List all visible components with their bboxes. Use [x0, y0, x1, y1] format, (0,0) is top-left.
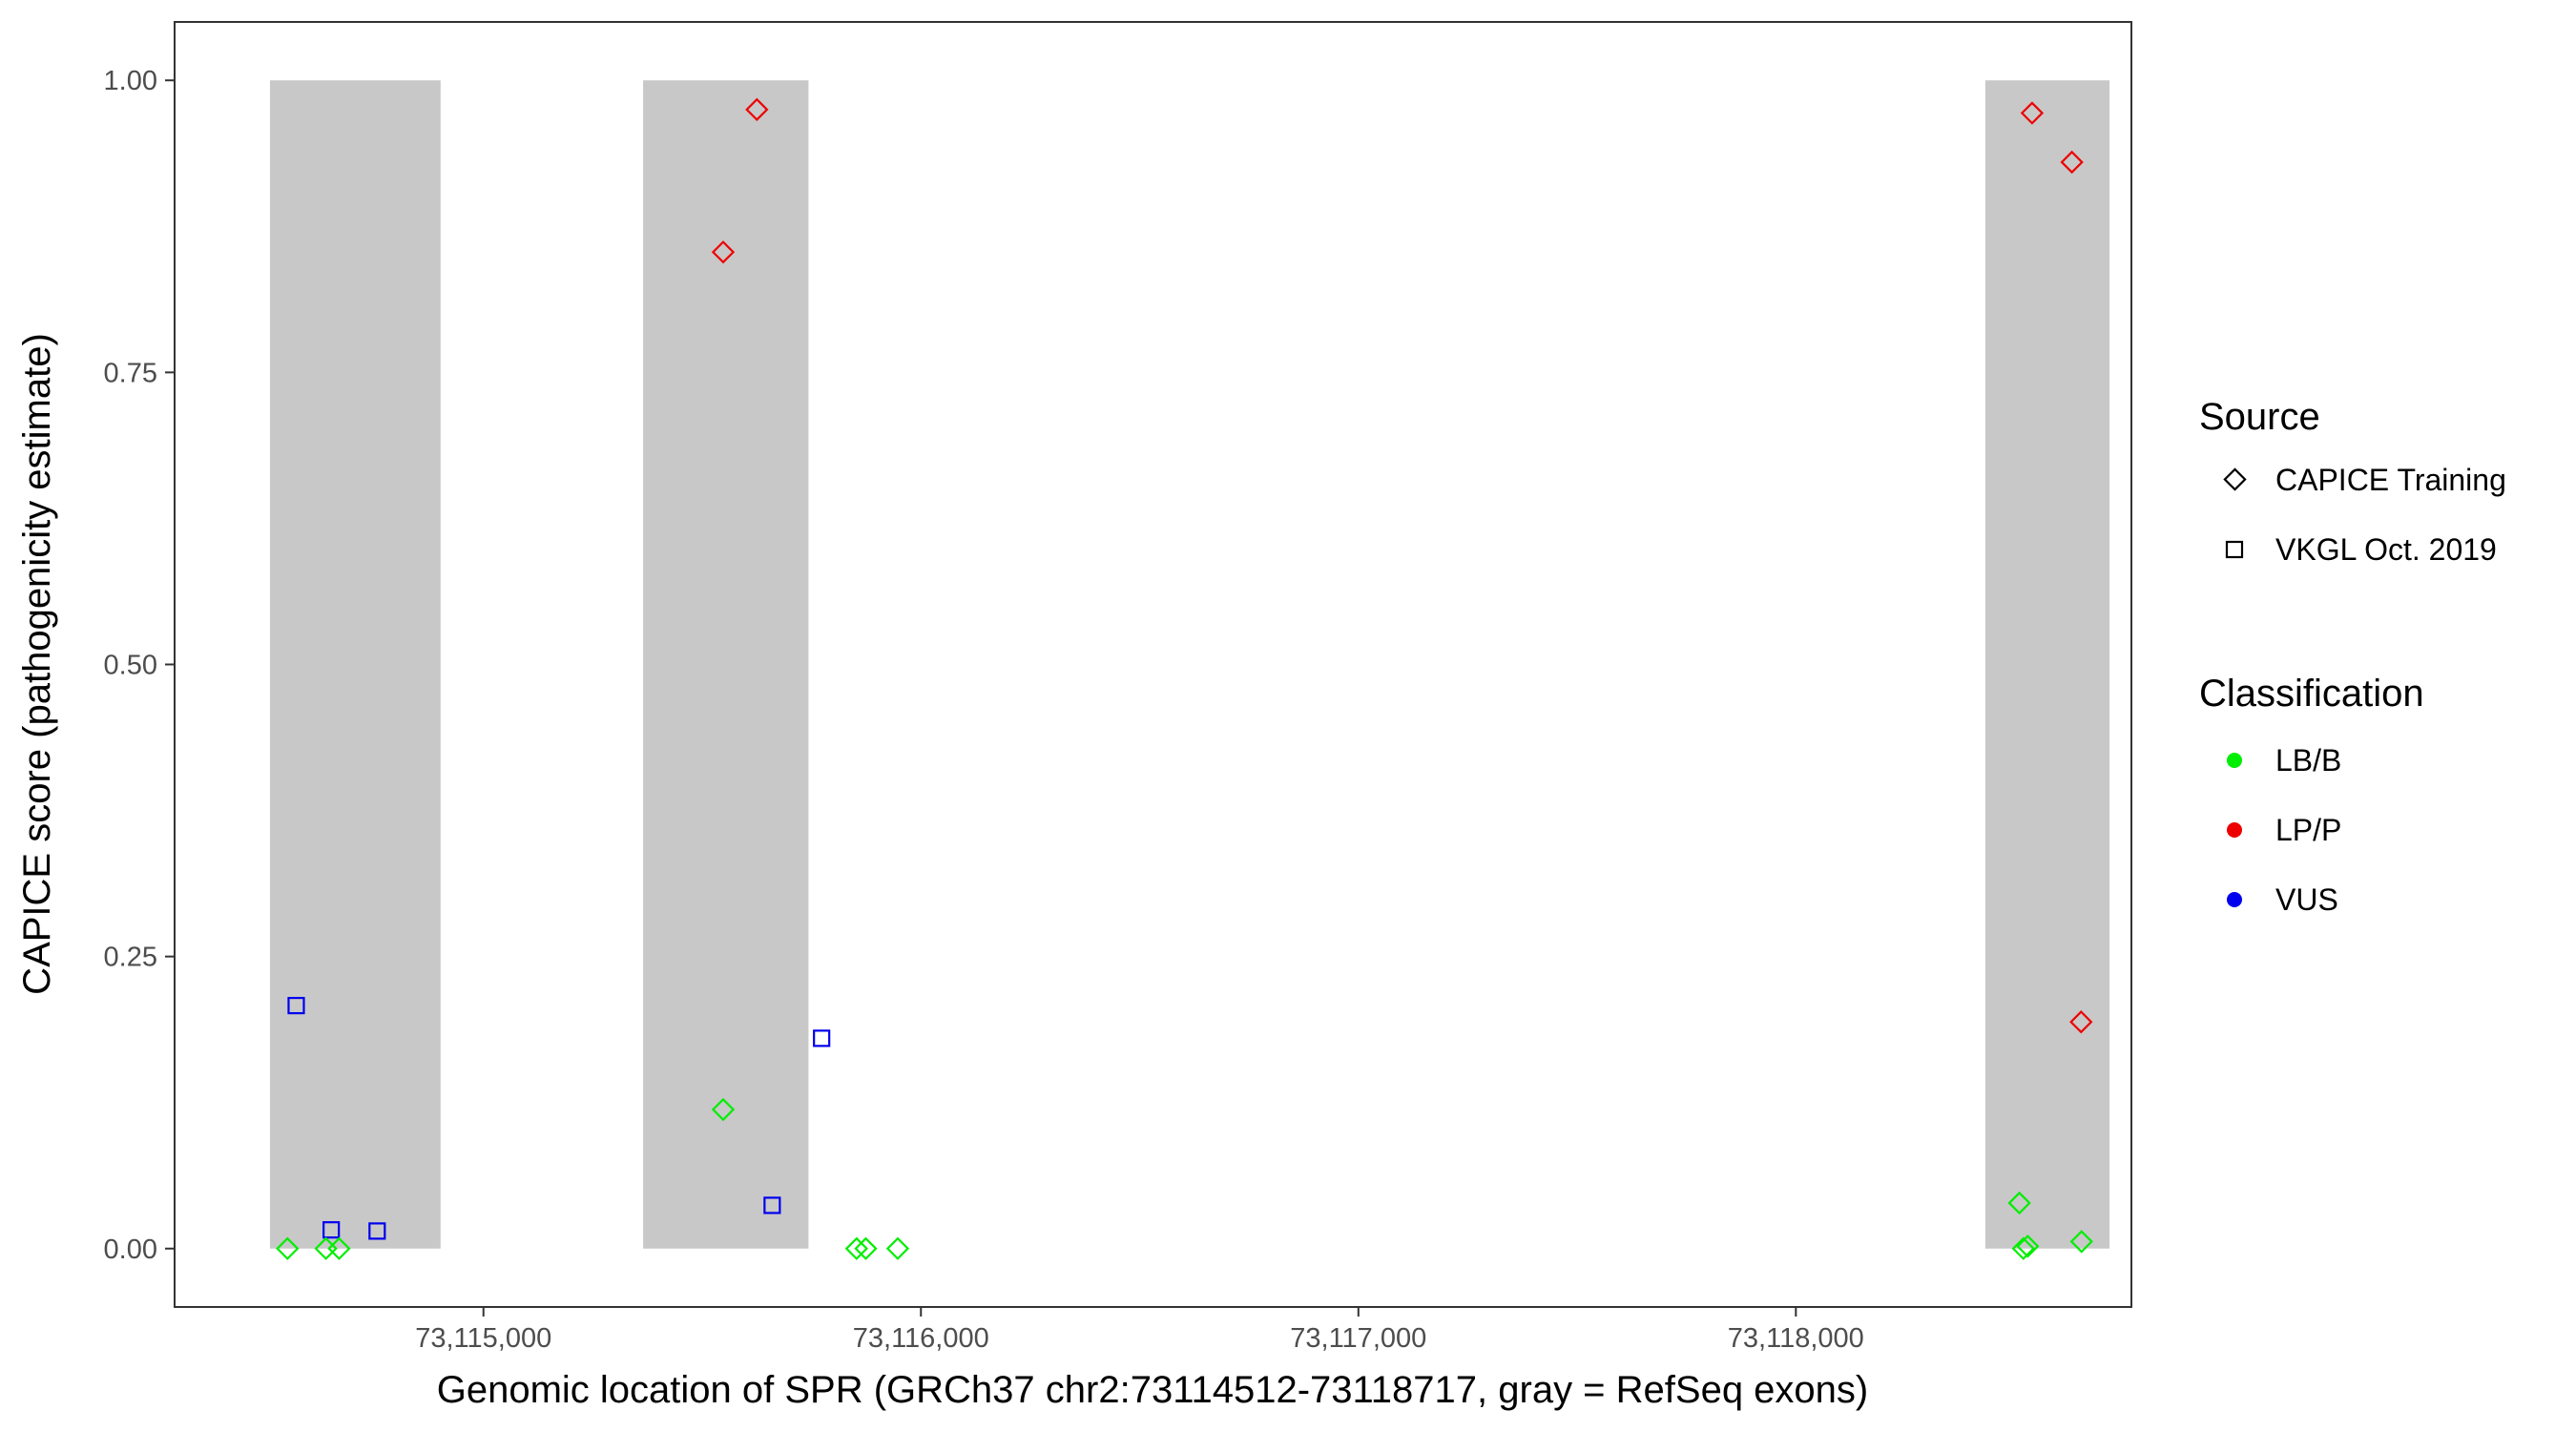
data-point-diamond [885, 1236, 910, 1260]
legend-source-title: Source [2199, 396, 2320, 438]
legend-item-vkgl-oct-2019: VKGL Oct. 2019 [2275, 532, 2497, 567]
data-point-square [368, 1222, 386, 1240]
x-axis-title: Genomic location of SPR (GRCh37 chr2:731… [437, 1369, 1869, 1411]
legend-item-vus: VUS [2275, 882, 2338, 917]
data-point-diamond [2016, 1234, 2040, 1258]
legend-lpp-dot-icon [2227, 822, 2242, 838]
legend-item-capice-training: CAPICE Training [2275, 463, 2506, 497]
data-point-diamond [711, 240, 736, 264]
data-point-diamond [2020, 101, 2045, 125]
exon-band [269, 80, 441, 1249]
y-tick-label: 0.00 [104, 1234, 157, 1265]
data-point-square [813, 1029, 831, 1047]
data-point-square [287, 996, 305, 1015]
x-tick-label: 73,116,000 [853, 1323, 989, 1354]
data-point-diamond [2007, 1191, 2031, 1215]
exon-band [1984, 80, 2110, 1249]
x-axis: 73,115,000 73,116,000 73,117,000 73,118,000 [415, 1307, 1864, 1354]
y-tick-label: 0.75 [104, 358, 157, 388]
x-tick-label: 73,118,000 [1728, 1323, 1864, 1354]
point-layer [276, 97, 2093, 1260]
x-tick-label: 73,115,000 [415, 1323, 551, 1354]
legend: Source CAPICE Training VKGL Oct. 2019 Cl… [2199, 396, 2506, 917]
legend-diamond-icon [2223, 467, 2247, 491]
data-point-square [322, 1221, 341, 1239]
plot-background [175, 22, 2131, 1307]
legend-classification-title: Classification [2199, 673, 2424, 715]
y-tick-label: 0.50 [104, 651, 157, 681]
data-point-diamond [711, 1097, 736, 1122]
y-tick-label: 1.00 [104, 66, 157, 96]
exon-layer [269, 80, 2110, 1249]
data-point-diamond [327, 1236, 351, 1260]
legend-square-icon [2225, 540, 2244, 559]
y-axis-title: CAPICE score (pathogenicity estimate) [16, 333, 58, 995]
data-point-diamond [2060, 150, 2084, 175]
exon-band [643, 80, 809, 1249]
data-point-diamond [745, 97, 769, 122]
data-point-diamond [2069, 1230, 2093, 1254]
legend-vus-dot-icon [2227, 892, 2242, 907]
data-point-diamond [2011, 1236, 2035, 1260]
data-point-diamond [854, 1236, 878, 1260]
data-point-diamond [2069, 1010, 2093, 1034]
legend-item-lpp: LP/P [2275, 813, 2341, 847]
legend-lbb-dot-icon [2227, 753, 2242, 768]
x-tick-label: 73,117,000 [1290, 1323, 1426, 1354]
y-axis: 0.00 0.25 0.50 0.75 1.00 [104, 66, 175, 1265]
legend-item-lbb: LB/B [2275, 743, 2341, 778]
data-point-diamond [314, 1236, 338, 1260]
data-point-diamond [276, 1236, 300, 1260]
data-point-square [763, 1196, 781, 1214]
y-tick-label: 0.25 [104, 943, 157, 973]
